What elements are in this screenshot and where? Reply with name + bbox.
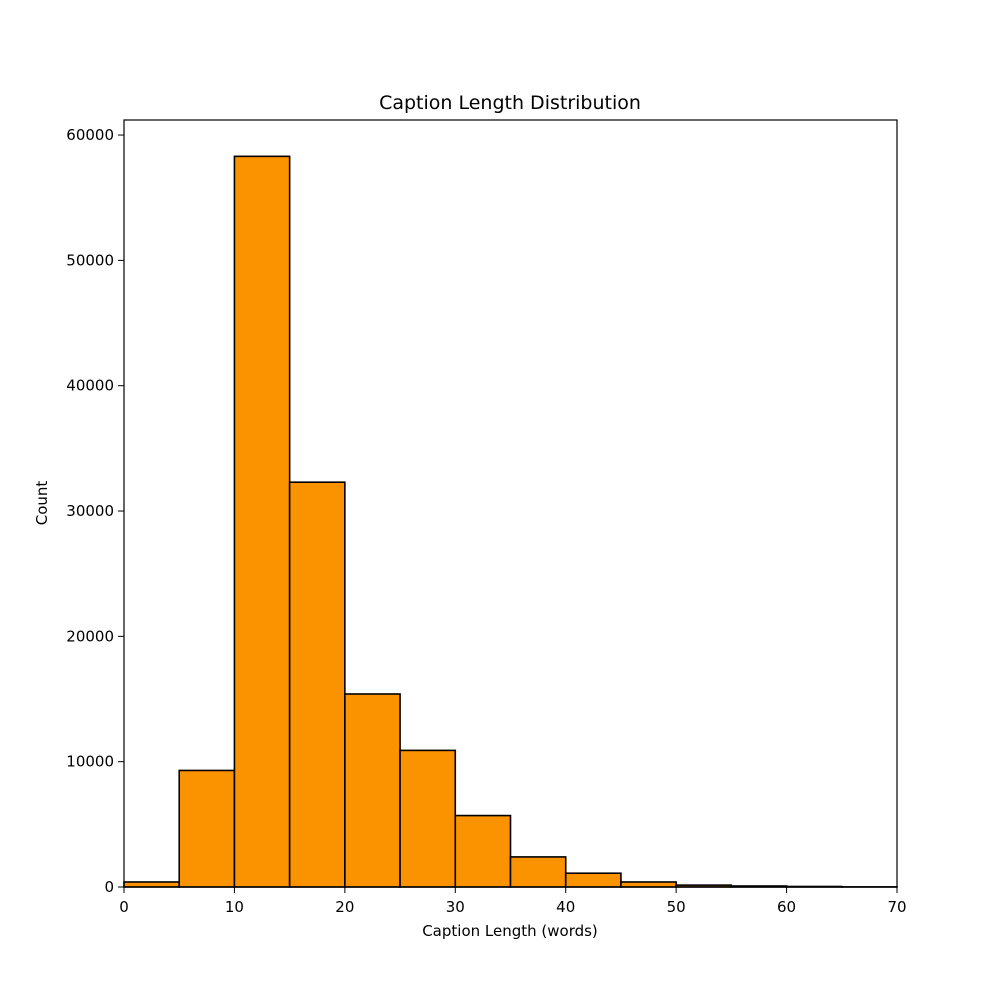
x-tick-label: 70 <box>887 898 906 916</box>
histogram-bar-1 <box>178 769 236 888</box>
y-tick-label: 20000 <box>66 627 114 645</box>
x-tick-label: 60 <box>777 898 796 916</box>
x-tick-label: 30 <box>446 898 465 916</box>
y-axis-ticks: 0 10000 20000 30000 40000 50000 60000 <box>66 126 124 896</box>
histogram-bar-4 <box>344 693 401 888</box>
histogram-bar-6 <box>454 814 512 888</box>
y-tick-label: 30000 <box>66 502 114 520</box>
x-axis-label: Caption Length (words) <box>422 922 598 940</box>
y-tick-label: 40000 <box>66 377 114 395</box>
histogram-bar-0 <box>123 881 181 888</box>
y-axis-label: Count <box>33 481 51 526</box>
x-tick-label: 50 <box>667 898 686 916</box>
histogram-bar-3 <box>288 481 346 888</box>
plot-frame <box>123 119 898 888</box>
x-tick-label: 0 <box>119 898 129 916</box>
y-tick-label: 10000 <box>66 753 114 771</box>
histogram-bar-5 <box>399 749 457 888</box>
y-tick-label: 60000 <box>66 126 114 144</box>
histogram-bar-2 <box>233 155 291 888</box>
chart-title: Caption Length Distribution <box>379 92 641 114</box>
x-tick-label: 20 <box>335 898 354 916</box>
x-tick-label: 10 <box>225 898 244 916</box>
y-tick-label: 0 <box>104 878 114 896</box>
histogram-bar-7 <box>509 856 567 888</box>
histogram-bar-9 <box>620 881 677 888</box>
y-tick-label: 50000 <box>66 251 114 269</box>
x-tick-label: 40 <box>556 898 575 916</box>
bars-group <box>123 155 898 888</box>
histogram-bar-8 <box>564 872 622 888</box>
x-axis-ticks: 0 10 20 30 40 50 60 70 <box>119 887 907 916</box>
